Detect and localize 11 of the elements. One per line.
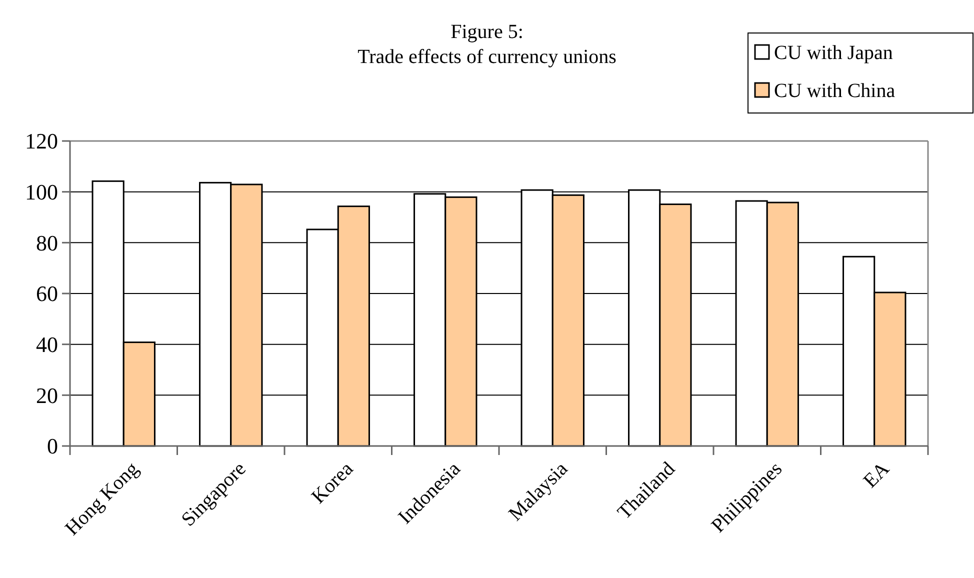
y-tick-label: 20 — [36, 382, 58, 408]
y-tick-label: 120 — [25, 128, 58, 154]
y-tick-label: 60 — [36, 281, 58, 306]
x-tick-label: EA — [859, 457, 894, 492]
y-tick-label: 40 — [36, 332, 58, 358]
y-tick-label: 80 — [36, 230, 58, 256]
legend-label: CU with China — [774, 80, 896, 102]
chart-title: Figure 5: Trade effects of currency unions — [358, 21, 617, 68]
y-tick-label: 0 — [47, 434, 58, 459]
legend-label: CU with Japan — [774, 42, 893, 64]
y-tick-label: 100 — [25, 180, 58, 205]
